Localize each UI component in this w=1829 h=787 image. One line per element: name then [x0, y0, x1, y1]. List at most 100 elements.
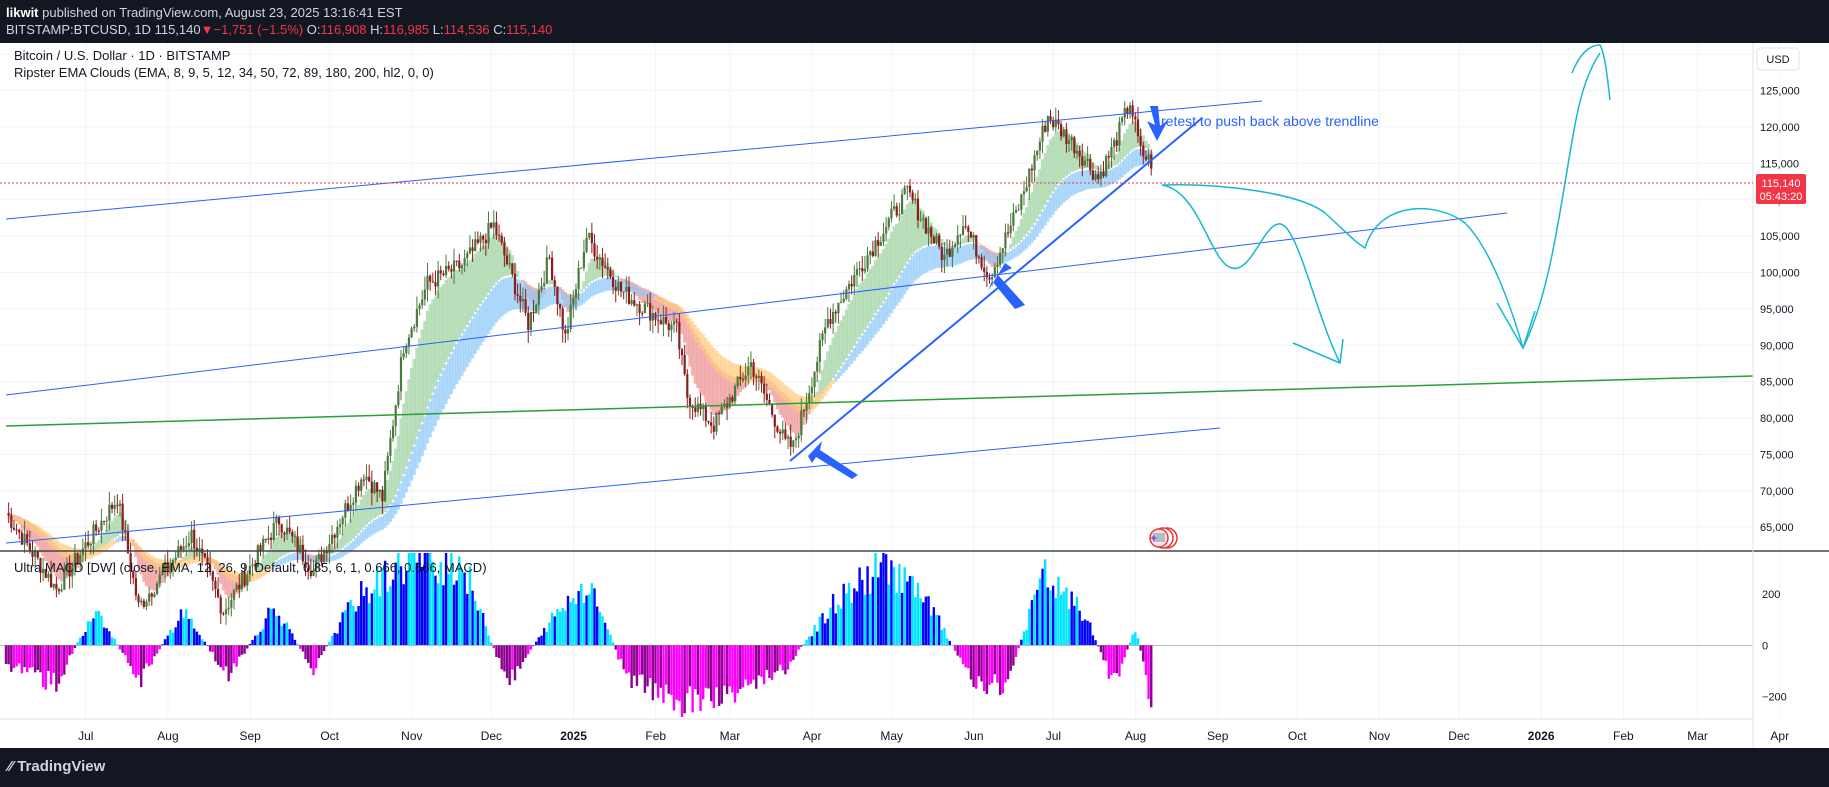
candle: [794, 433, 798, 448]
macd-bar: [1120, 645, 1124, 664]
macd-bar: [1081, 620, 1084, 646]
candle: [243, 563, 246, 588]
projection-arrowhead-3[interactable]: [1571, 44, 1611, 101]
candle: [137, 593, 140, 608]
tradingview-logo[interactable]: ⁄⁄ TradingView: [8, 758, 105, 775]
time-axis[interactable]: Jul Aug Sep Oct Nov Dec 2025 Feb Mar Apr May Jun Jul…: [78, 729, 1789, 743]
grid: [0, 43, 1781, 719]
macd-bar: [871, 576, 875, 646]
macd-bar: [100, 616, 103, 646]
candle: [166, 549, 169, 576]
candle: [885, 216, 888, 242]
macd-bar: [293, 639, 297, 646]
candle: [977, 254, 981, 264]
macd-bar: [336, 633, 339, 646]
macd-bar: [344, 610, 347, 646]
candle: [437, 260, 440, 299]
candle: [187, 531, 191, 551]
macd-bar: [598, 611, 602, 646]
candle: [741, 372, 745, 383]
macd-bar: [702, 645, 705, 700]
candle: [516, 283, 519, 304]
macd-bar: [65, 645, 69, 665]
channel-bottom-line[interactable]: [5, 427, 1221, 544]
macd-bar: [208, 645, 212, 652]
candle: [423, 276, 426, 306]
author-name[interactable]: likwit: [6, 5, 39, 20]
currency-button[interactable]: [1756, 47, 1800, 71]
macd-bar: [94, 611, 98, 646]
macd-legend[interactable]: Ultra MACD [DW] (close, EMA, 12, 26, 9, …: [14, 560, 487, 575]
macd-bar: [733, 645, 737, 703]
macd-bar: [985, 645, 989, 695]
candle: [577, 260, 580, 301]
macd-bar: [190, 618, 193, 646]
candle: [747, 356, 750, 385]
macd-bar: [529, 645, 533, 650]
candle: [943, 242, 946, 273]
candle: [1102, 161, 1105, 179]
macd-bar: [744, 645, 747, 680]
candle: [447, 261, 450, 272]
macd-bar: [1091, 635, 1095, 646]
time-tick-label: Dec: [1448, 729, 1469, 743]
candle: [405, 343, 408, 359]
main-legend-indicator[interactable]: Ripster EMA Clouds (EMA, 8, 9, 5, 12, 34…: [14, 65, 434, 80]
projection-path-1[interactable]: [1161, 184, 1341, 364]
macd-bar: [259, 631, 262, 646]
macd-bar: [57, 645, 61, 684]
down-arrow-icon: ▼: [200, 22, 214, 37]
macd-bar: [1110, 645, 1113, 676]
candle: [1118, 117, 1121, 152]
chart-area[interactable]: 130,000125,000120,000115,000110,000105,0…: [0, 43, 1829, 748]
macd-bar: [709, 645, 713, 702]
channel-top-line[interactable]: [5, 100, 1263, 220]
macd-bar: [797, 645, 800, 650]
candle: [832, 303, 835, 334]
macd-bar: [845, 593, 848, 646]
candle: [1089, 154, 1092, 176]
annotation-text[interactable]: retest to push back above trendline: [1161, 113, 1379, 129]
candle: [1028, 168, 1031, 200]
main-legend-title[interactable]: Bitcoin / U.S. Dollar · 1D · BITSTAMP: [14, 48, 230, 63]
candle: [254, 559, 257, 571]
macd-axis[interactable]: 200 0 −200: [1762, 589, 1787, 704]
macd-bar: [1028, 608, 1031, 646]
news-flag-icon[interactable]: ✦: [1149, 527, 1178, 549]
macd-bar: [1009, 645, 1012, 671]
macd-bar: [983, 645, 986, 692]
candle: [1097, 165, 1100, 184]
candle: [402, 346, 405, 361]
projection-path-2[interactable]: [1161, 184, 1524, 349]
candle: [248, 554, 251, 582]
candle: [988, 273, 991, 284]
long-term-green-line[interactable]: [5, 375, 1754, 427]
projection-arrowhead-1[interactable]: [1292, 338, 1344, 365]
candle: [240, 571, 244, 592]
macd-bar: [314, 645, 318, 669]
candle: [932, 234, 935, 244]
candle: [627, 276, 631, 305]
channel-mid-line[interactable]: [5, 212, 1508, 396]
macd-bar: [998, 645, 1002, 696]
arrow-left-icon[interactable]: [808, 441, 858, 479]
macd-bar: [696, 645, 700, 695]
macd-bar: [338, 622, 342, 646]
candle: [911, 189, 914, 204]
macd-bar: [545, 631, 549, 646]
candle: [479, 232, 482, 252]
open-label: O:: [306, 22, 321, 37]
candle: [365, 464, 368, 490]
candle: [421, 290, 424, 309]
arrow-down-icon[interactable]: [1147, 106, 1168, 141]
candle: [850, 275, 853, 295]
macd-bar: [959, 645, 962, 658]
support-trendline[interactable]: [789, 117, 1203, 462]
arrow-up-icon[interactable]: [988, 263, 1025, 309]
time-tick-label: Jul: [78, 729, 93, 743]
candle: [198, 537, 201, 562]
candle: [1126, 106, 1129, 119]
candle: [79, 550, 82, 570]
candle: [1105, 154, 1108, 178]
macd-bar: [442, 585, 445, 646]
